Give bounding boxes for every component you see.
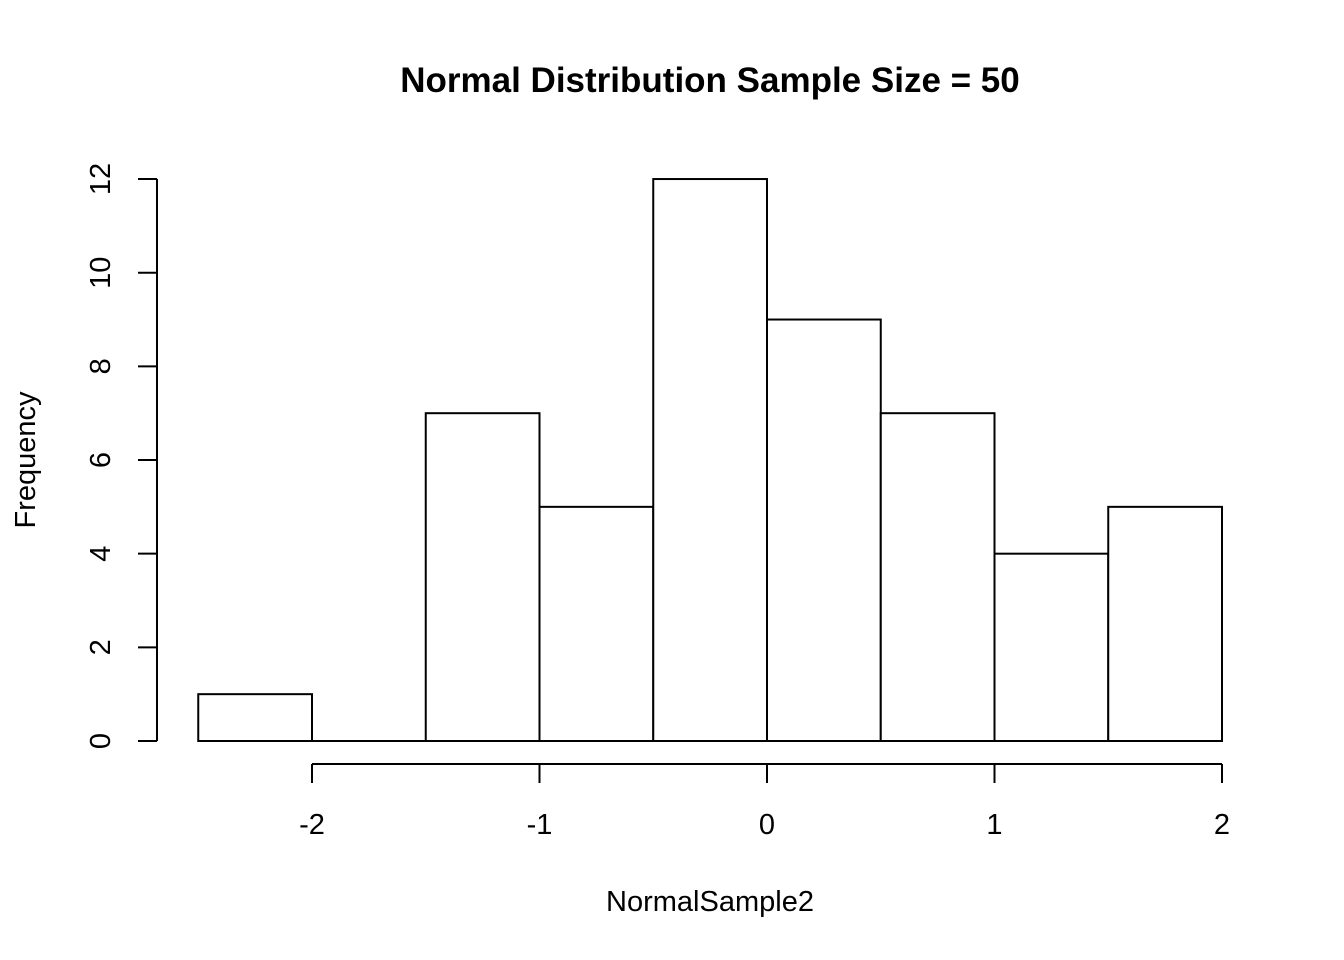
x-axis-label: NormalSample2 — [606, 886, 814, 918]
x-tick-label: 2 — [1214, 809, 1230, 841]
histogram-bar — [1107, 505, 1223, 742]
x-axis: -2 -1 0 1 2 — [299, 763, 1230, 841]
histogram-bar — [766, 318, 882, 742]
y-tick-label: 6 — [85, 452, 117, 468]
y-tick-label: 8 — [85, 358, 117, 374]
x-tick-label: 0 — [759, 809, 775, 841]
y-tick-label: 2 — [85, 639, 117, 655]
chart-title: Normal Distribution Sample Size = 50 — [400, 61, 1019, 100]
y-axis-label: Frequency — [10, 391, 42, 529]
histogram-bar — [538, 505, 655, 742]
histogram-bar — [993, 552, 1110, 742]
histogram-bar — [424, 412, 541, 742]
histogram-bar — [879, 412, 996, 742]
bars-group — [197, 178, 1223, 743]
x-tick-label: -2 — [299, 809, 325, 841]
y-tick-label: 4 — [85, 546, 117, 562]
x-tick-label: 1 — [986, 809, 1002, 841]
histogram-bar — [197, 693, 313, 742]
y-axis: 0 2 4 6 8 10 12 — [85, 163, 158, 749]
y-tick-label: 0 — [85, 733, 117, 749]
histogram-bar — [652, 178, 768, 743]
y-tick-label: 10 — [85, 257, 117, 289]
y-tick-label: 12 — [85, 163, 117, 195]
x-tick-label: -1 — [527, 809, 553, 841]
